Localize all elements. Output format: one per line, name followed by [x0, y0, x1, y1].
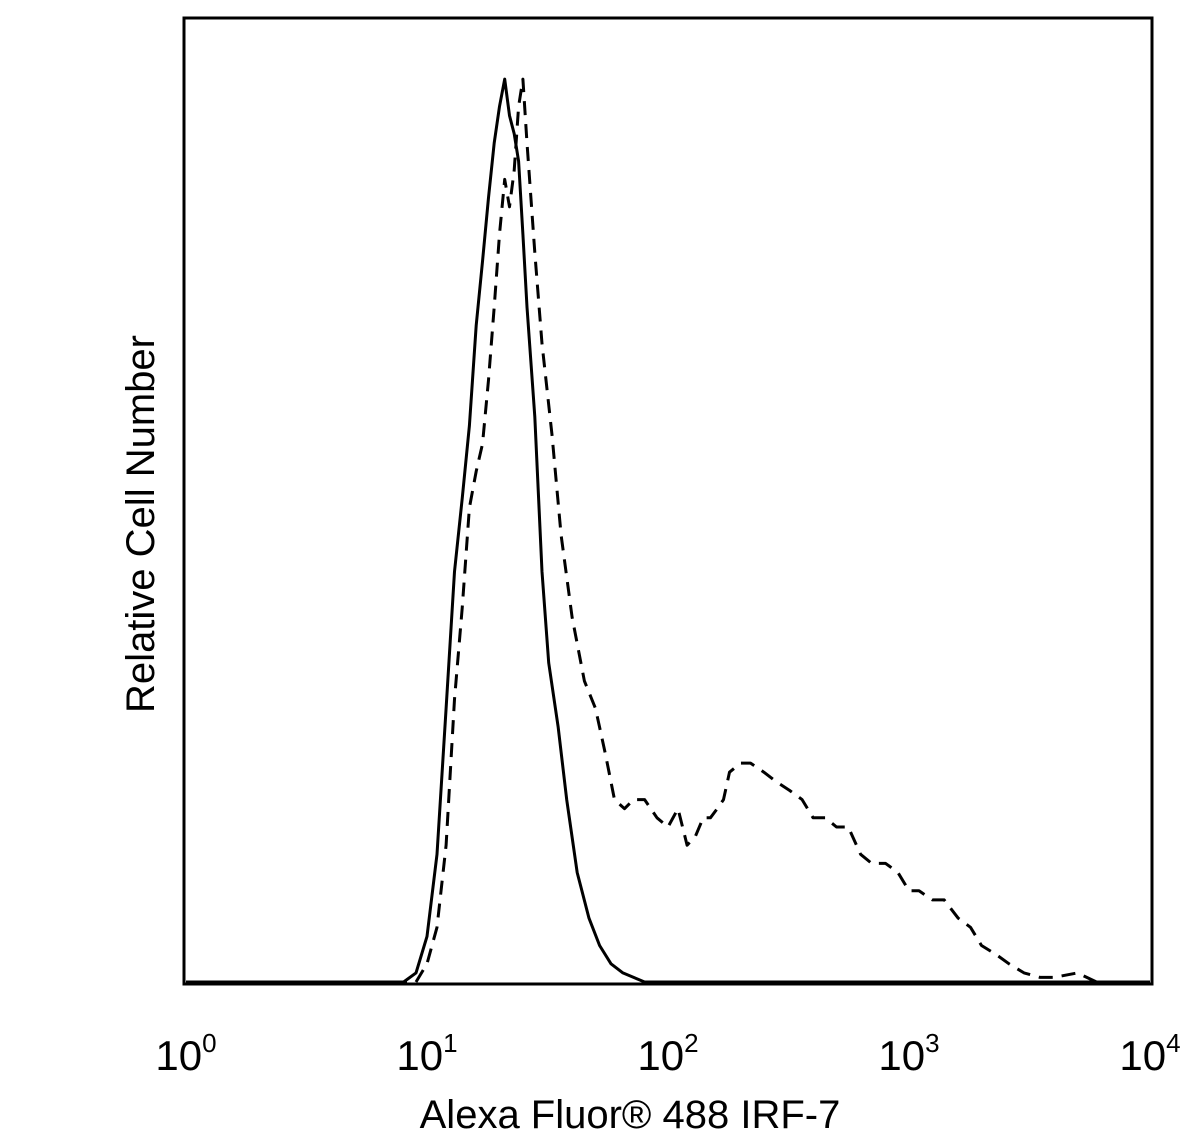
x-tick-exponent: 3: [925, 1028, 939, 1058]
x-tick-label: 102: [637, 1028, 698, 1079]
x-tick-base: 10: [637, 1032, 684, 1079]
x-tick-base: 10: [396, 1032, 443, 1079]
x-tick-label: 101: [396, 1028, 457, 1079]
x-tick-label: 104: [1119, 1028, 1180, 1079]
x-tick-label: 100: [155, 1028, 216, 1079]
series-layer: [186, 77, 1150, 984]
x-tick-base: 10: [155, 1032, 202, 1079]
x-tick-exponent: 1: [443, 1028, 457, 1058]
x-tick-exponent: 4: [1166, 1028, 1180, 1058]
x-tick-label: 103: [878, 1028, 939, 1079]
series-line-dashed: [186, 77, 1150, 984]
x-tick-base: 10: [878, 1032, 925, 1079]
series-line-solid: [186, 77, 1150, 984]
x-tick-labels: 100 101 102 103 104: [155, 1028, 1180, 1079]
x-tick-exponent: 2: [684, 1028, 698, 1058]
x-axis-title: Alexa Fluor® 488 IRF-7: [420, 1093, 841, 1137]
x-tick-base: 10: [1119, 1032, 1166, 1079]
plot-frame: [182, 16, 1154, 986]
y-axis-title: Relative Cell Number: [119, 335, 163, 713]
x-tick-exponent: 0: [202, 1028, 216, 1058]
